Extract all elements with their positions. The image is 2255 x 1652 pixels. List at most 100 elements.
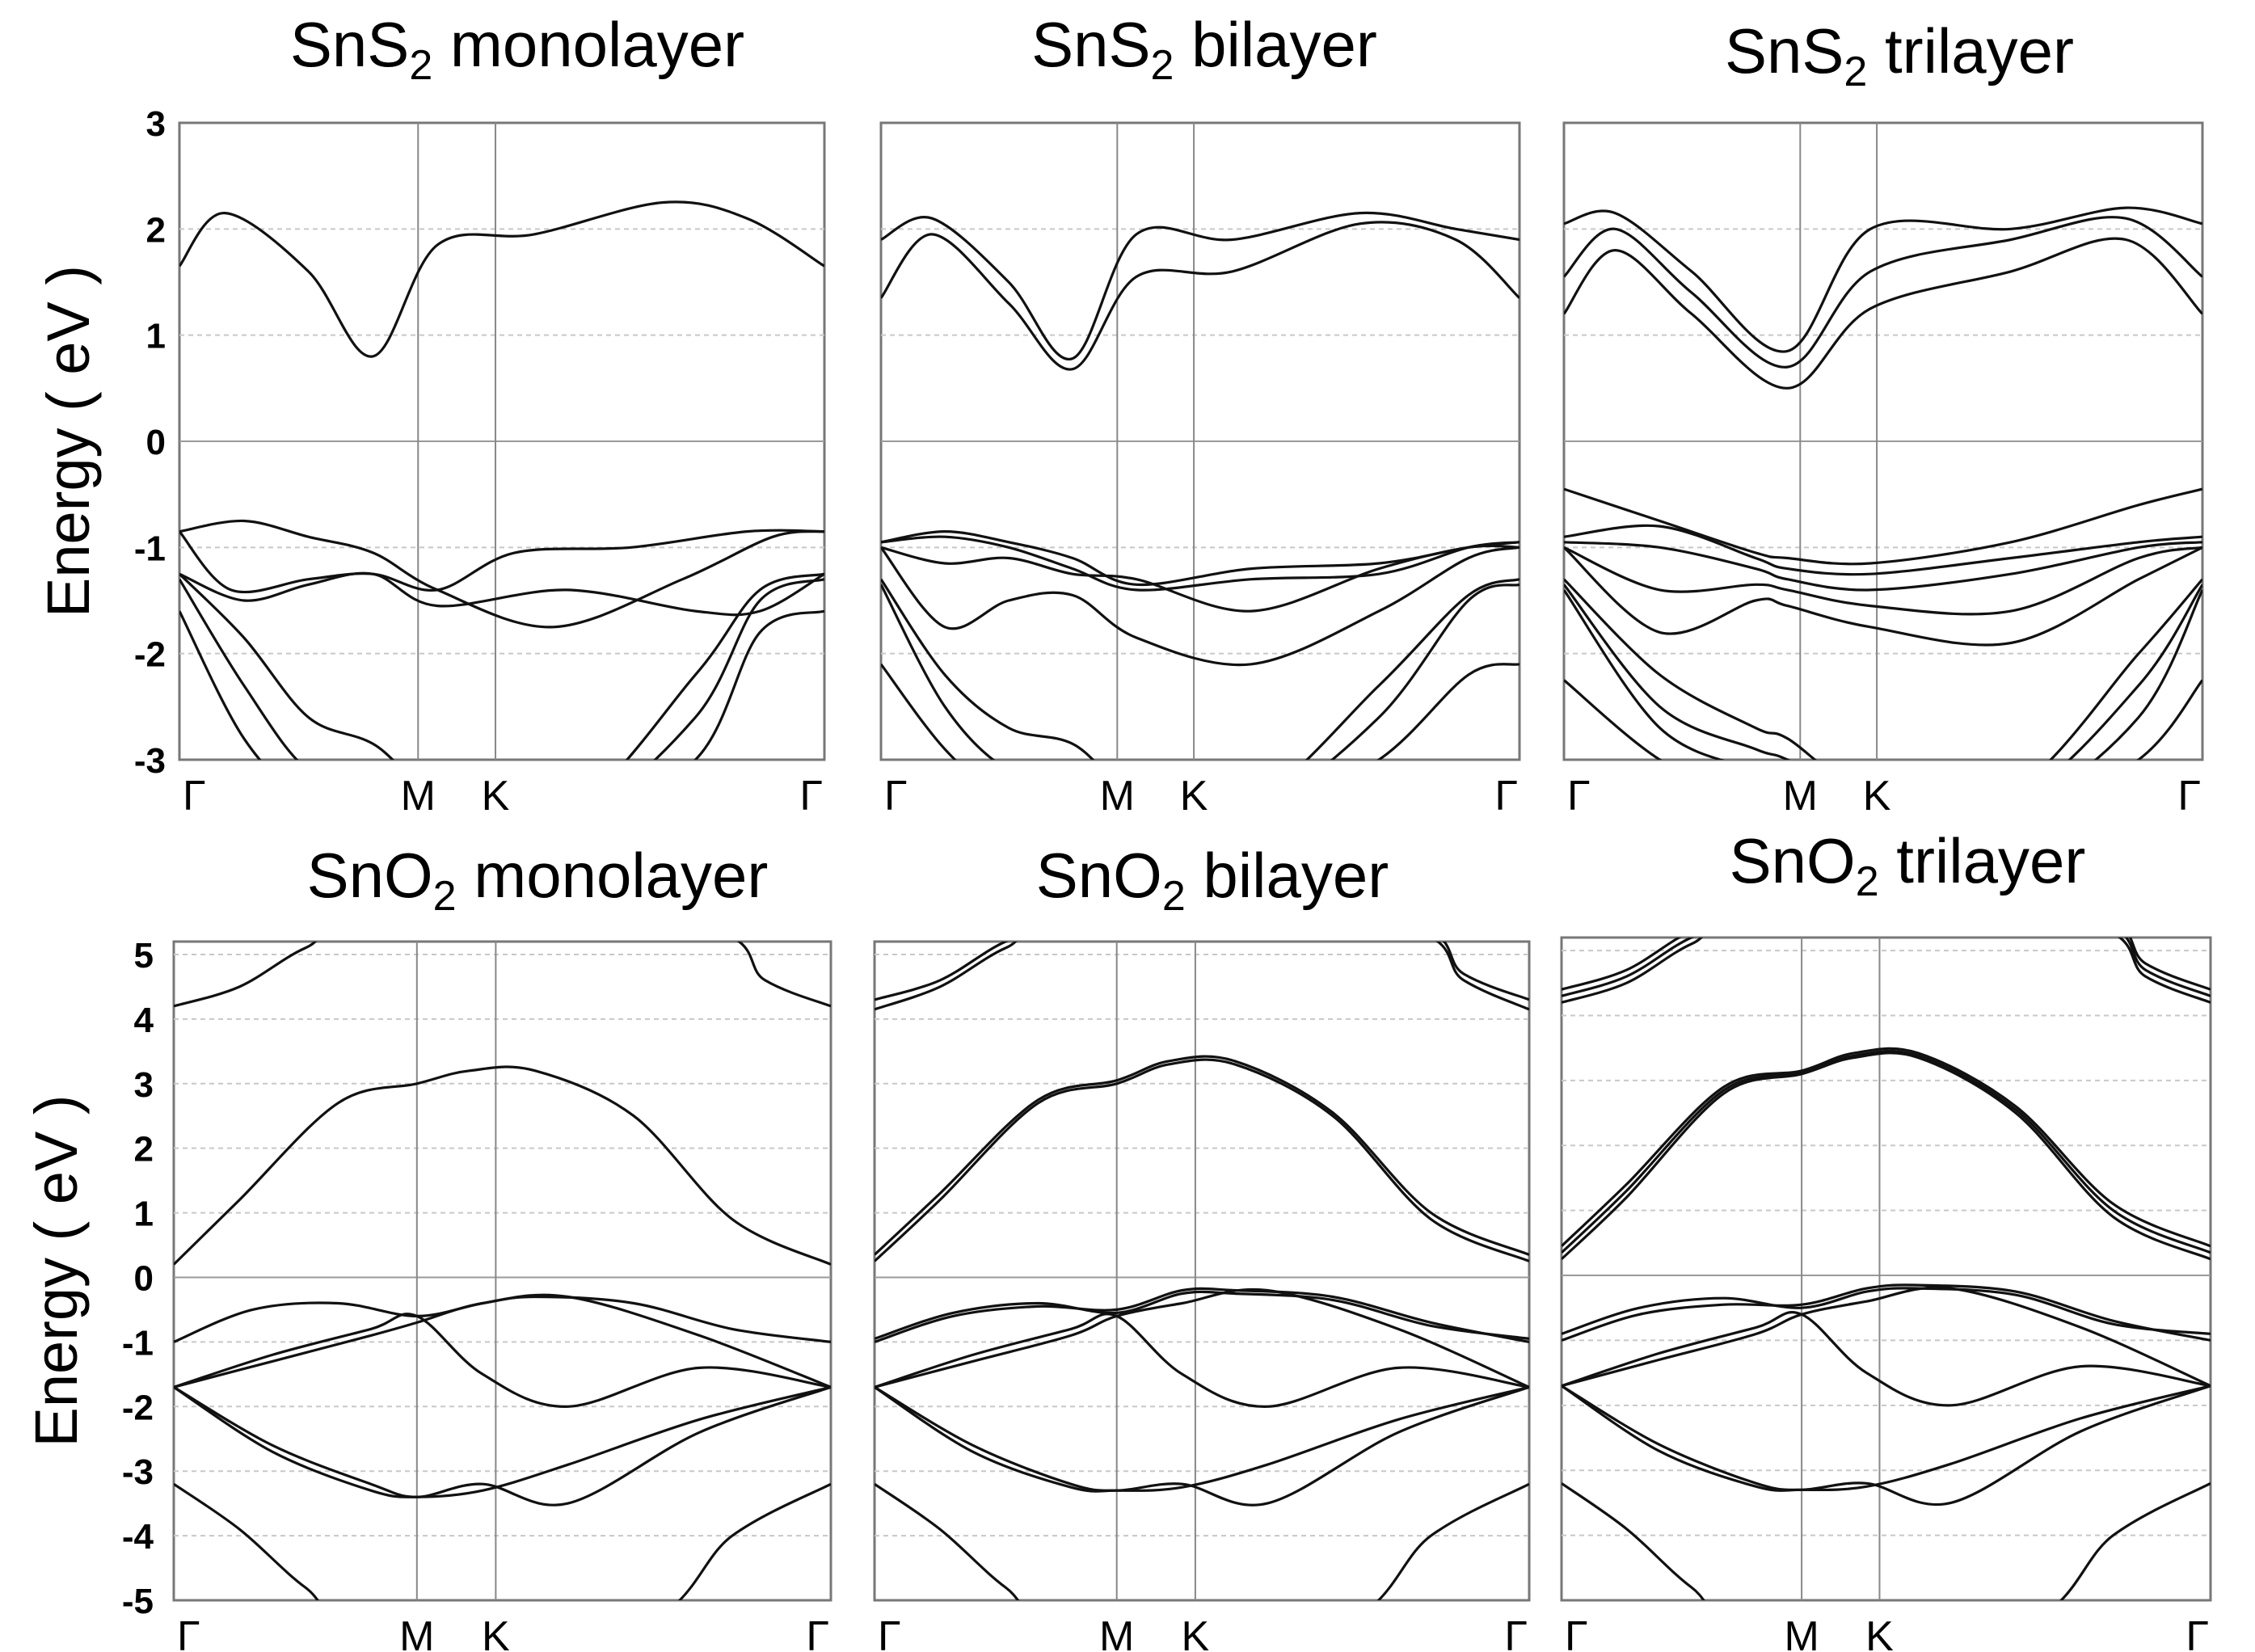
band-vb4 bbox=[1562, 1384, 2211, 1507]
y-tick-label: 2 bbox=[146, 210, 166, 250]
panel-title: SnO2 bilayer bbox=[1036, 840, 1389, 920]
panel-title: SnS2 trilayer bbox=[1725, 15, 2074, 95]
band-cb2c bbox=[1562, 938, 2211, 991]
band-vb2 bbox=[1564, 524, 2202, 576]
y-tick-label: 1 bbox=[134, 1195, 154, 1234]
title-post: bilayer bbox=[1174, 9, 1376, 80]
band-vb5 bbox=[174, 1385, 831, 1498]
band-cb2b bbox=[1562, 938, 2211, 997]
band-vb3 bbox=[875, 1287, 1529, 1389]
x-tick-label: K bbox=[1863, 773, 1891, 820]
band-cb3 bbox=[1564, 206, 2202, 353]
x-tick-label: Γ bbox=[806, 1613, 829, 1652]
y-tick-label: 0 bbox=[146, 423, 166, 462]
band-vb6 bbox=[1562, 1481, 2211, 1600]
band-vb2 bbox=[1562, 1311, 2211, 1407]
band-vb2 bbox=[875, 1313, 1529, 1408]
y-tick-label: -2 bbox=[134, 635, 166, 675]
x-tick-label: K bbox=[1182, 1613, 1210, 1652]
band-cb1 bbox=[1562, 1051, 2211, 1261]
band-vb3 bbox=[881, 544, 1519, 613]
band-vb6 bbox=[174, 1482, 831, 1600]
y-tick-label: 2 bbox=[134, 1130, 154, 1169]
title-pre: SnS bbox=[1725, 15, 1844, 86]
y-tick-label: -5 bbox=[122, 1582, 154, 1621]
x-tick-label: K bbox=[1180, 773, 1208, 820]
y-axis-label: Energy ( eV ) bbox=[23, 1095, 90, 1448]
plot-frame bbox=[172, 940, 832, 1602]
band-vb3 bbox=[174, 1293, 831, 1389]
bands bbox=[881, 211, 1519, 760]
y-tick-label: 4 bbox=[134, 1001, 154, 1040]
title-pre: SnO bbox=[1730, 825, 1856, 896]
band-cb1 bbox=[174, 1065, 831, 1266]
x-tick-label: Γ bbox=[2185, 1613, 2209, 1652]
title-subscript: 2 bbox=[1856, 858, 1879, 905]
x-tick-label: M bbox=[1784, 1613, 1819, 1652]
x-tick-label: Γ bbox=[799, 773, 823, 820]
title-post: trilayer bbox=[1879, 825, 2086, 896]
bands bbox=[1562, 938, 2211, 1600]
x-tick-label: Γ bbox=[1494, 773, 1518, 820]
band-vb1b bbox=[875, 1290, 1529, 1340]
band-vb3 bbox=[179, 571, 824, 617]
title-subscript: 2 bbox=[1151, 42, 1174, 89]
y-tick-label: -1 bbox=[122, 1323, 154, 1363]
title-subscript: 2 bbox=[1844, 48, 1867, 95]
title-subscript: 2 bbox=[409, 42, 432, 89]
band-vb6 bbox=[179, 609, 824, 760]
band-vb6 bbox=[875, 1482, 1529, 1600]
x-tick-label: K bbox=[1865, 1613, 1894, 1652]
band-vb2 bbox=[881, 535, 1519, 592]
panel-title: SnO2 trilayer bbox=[1730, 825, 2086, 905]
band-cb1 bbox=[1564, 237, 2202, 390]
band-vb5 bbox=[875, 1385, 1529, 1493]
x-tick-label: M bbox=[401, 773, 436, 820]
panel-6: SnO2 trilayer Γ M K Γ bbox=[1560, 825, 2212, 1652]
band-vb5 bbox=[179, 578, 824, 760]
band-vb7 bbox=[1564, 584, 2202, 760]
band-vb5 bbox=[881, 578, 1519, 760]
x-tick-label: Γ bbox=[1504, 1613, 1528, 1652]
title-pre: SnO bbox=[1036, 840, 1162, 911]
x-tick-label: Γ bbox=[878, 1613, 901, 1652]
x-tick-label: K bbox=[482, 1613, 510, 1652]
panel-title: SnS2 monolayer bbox=[290, 9, 744, 89]
band-vb3 bbox=[1562, 1286, 2211, 1388]
title-post: monolayer bbox=[432, 9, 744, 80]
band-vb1 bbox=[875, 1287, 1529, 1343]
x-tick-label: Γ bbox=[1567, 773, 1591, 820]
title-post: bilayer bbox=[1186, 840, 1389, 911]
x-tick-label: Γ bbox=[2177, 773, 2201, 820]
title-subscript: 2 bbox=[433, 873, 457, 920]
bands bbox=[1564, 206, 2202, 760]
y-tick-label: 5 bbox=[134, 936, 154, 976]
x-tick-label: M bbox=[1099, 1613, 1134, 1652]
band-cb2 bbox=[174, 942, 831, 1008]
band-vb8 bbox=[1564, 588, 2202, 760]
band-vb4 bbox=[174, 1385, 831, 1507]
band-cb2b bbox=[875, 942, 1529, 1001]
y-tick-label: -2 bbox=[122, 1388, 154, 1427]
band-vb3 bbox=[1564, 541, 2202, 592]
y-axis-label: Energy ( eV ) bbox=[35, 265, 102, 617]
band-vb2 bbox=[174, 1313, 831, 1408]
bands bbox=[179, 200, 824, 760]
band-vb2 bbox=[179, 529, 824, 594]
band-cb1 bbox=[179, 200, 824, 358]
band-cb1 bbox=[881, 221, 1519, 371]
x-tick-label: M bbox=[1783, 773, 1818, 820]
x-tick-label: Γ bbox=[1565, 1613, 1588, 1652]
y-tick-label: 1 bbox=[146, 317, 166, 356]
plot-frame bbox=[873, 940, 1531, 1602]
y-tick-label: 0 bbox=[134, 1258, 154, 1298]
x-tick-label: Γ bbox=[884, 773, 908, 820]
band-vb1 bbox=[1564, 487, 2202, 566]
x-tick-label: K bbox=[482, 773, 510, 820]
band-vb1 bbox=[1562, 1283, 2211, 1342]
band-cb2 bbox=[1564, 216, 2202, 369]
y-tick-label: -3 bbox=[122, 1452, 154, 1492]
